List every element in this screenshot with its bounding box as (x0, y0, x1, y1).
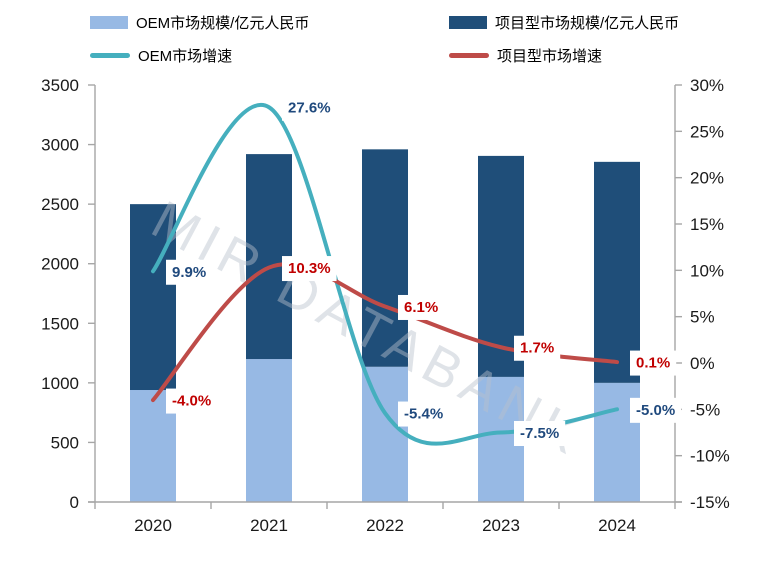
left-axis-tick-label: 3000 (41, 136, 79, 155)
data-label-backing (166, 259, 213, 285)
data-label: -4.0% (172, 393, 211, 410)
left-axis-tick-label: 2500 (41, 195, 79, 214)
data-label-backing (282, 256, 337, 282)
right-axis-tick-label: 20% (690, 169, 724, 188)
data-label-backing (514, 335, 561, 361)
data-label-backing (282, 95, 337, 121)
left-axis-tick-label: 2000 (41, 255, 79, 274)
right-axis-tick-label: 15% (690, 215, 724, 234)
data-label-backing (166, 388, 218, 414)
right-axis-tick-label: 5% (690, 308, 715, 327)
data-label-backing (514, 421, 566, 446)
bar-segment-project (130, 204, 176, 391)
right-axis-tick-label: -15% (690, 493, 730, 512)
data-label: 10.3% (288, 260, 331, 277)
bars-group (130, 149, 640, 502)
legend-item-project-size: 项目型市场规模/亿元人民币 (449, 13, 680, 32)
data-label-backing (630, 397, 682, 423)
data-label: 6.1% (404, 299, 438, 316)
bar-segment-project (362, 149, 408, 367)
right-axis-tick-label: 10% (690, 261, 724, 280)
legend-swatch-oem-size (90, 15, 128, 29)
data-label: -7.5% (520, 425, 559, 442)
legend-swatch-project-size (449, 15, 487, 29)
legend-label-oem-size: OEM市场规模/亿元人民币 (136, 14, 310, 32)
legend-label-project-growth: 项目型市场增速 (497, 47, 603, 65)
axes-group (88, 84, 682, 509)
x-axis-tick-label: 2023 (482, 516, 520, 535)
data-label: 1.7% (520, 340, 554, 357)
data-label-backing (630, 350, 677, 376)
legend-swatch-oem-growth (90, 52, 130, 58)
left-axis-tick-label: 1000 (41, 374, 79, 393)
legend-item-project-growth: 项目型市场增速 (449, 46, 603, 65)
x-axis-tick-label: 2021 (250, 516, 288, 535)
data-label: 9.9% (172, 264, 206, 281)
x-axis-tick-label: 2022 (366, 516, 404, 535)
chart-legend: OEM市场规模/亿元人民币 项目型市场规模/亿元人民币 OEM市场增速 项目型市… (0, 0, 771, 70)
left-axis-tick-label: 500 (51, 433, 79, 452)
data-label: -5.0% (636, 402, 675, 419)
x-axis-tick-label: 2024 (598, 516, 636, 535)
data-label: 27.6% (288, 100, 331, 117)
data-label-backing (398, 294, 445, 320)
legend-swatch-project-growth (449, 52, 489, 58)
legend-label-oem-growth: OEM市场增速 (138, 47, 233, 65)
right-axis-tick-label: 25% (690, 122, 724, 141)
right-axis-tick-label: -5% (690, 400, 720, 419)
legend-label-project-size: 项目型市场规模/亿元人民币 (495, 14, 680, 32)
data-label: -5.4% (404, 406, 443, 423)
legend-item-oem-size: OEM市场规模/亿元人民币 (90, 13, 310, 32)
x-axis-tick-label: 2020 (134, 516, 172, 535)
bar-segment-project (594, 161, 640, 383)
data-label: 0.1% (636, 355, 670, 372)
right-axis-tick-label: 0% (690, 354, 715, 373)
legend-item-oem-growth: OEM市场增速 (90, 46, 233, 65)
data-label-backing (398, 401, 450, 427)
left-axis-tick-label: 1500 (41, 314, 79, 333)
bar-segment-oem (246, 359, 292, 502)
left-axis-tick-label: 3500 (41, 76, 79, 95)
right-axis-tick-label: 30% (690, 76, 724, 95)
bar-segment-oem (362, 366, 408, 502)
oem-growth-line (151, 102, 619, 446)
left-axis-tick-label: 0 (70, 493, 79, 512)
right-axis-tick-label: -10% (690, 447, 730, 466)
